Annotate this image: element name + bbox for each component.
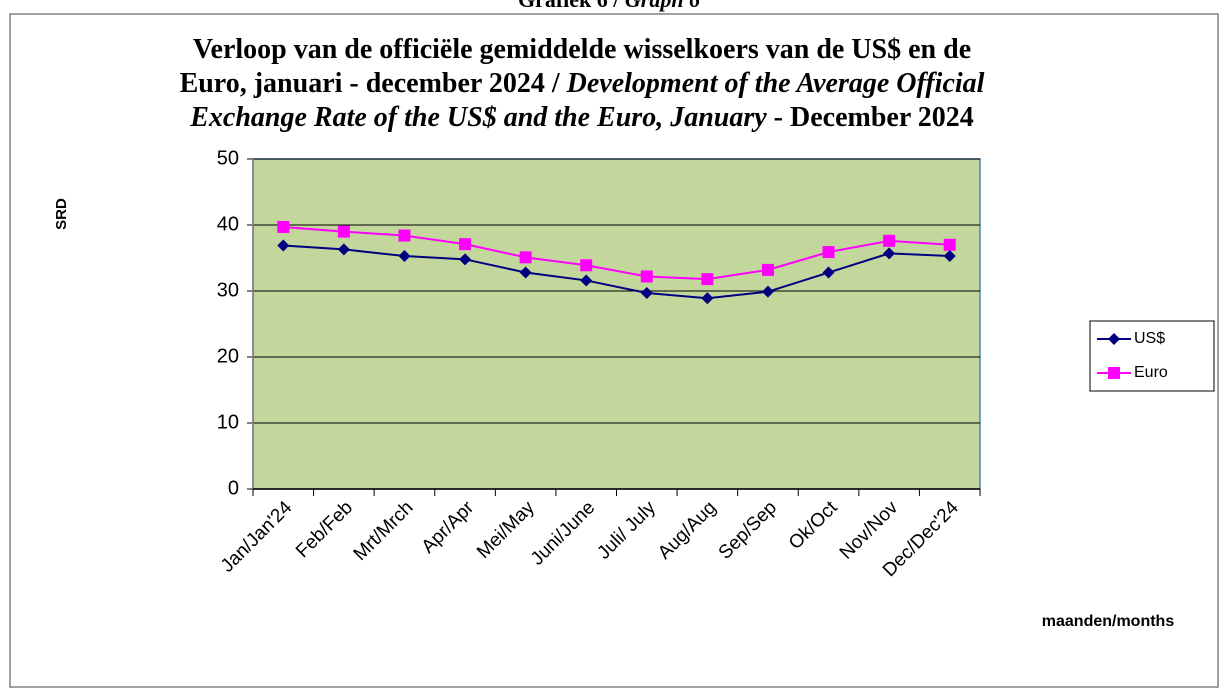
marker (883, 247, 896, 260)
marker (761, 285, 774, 298)
marker (943, 250, 956, 263)
marker (883, 234, 896, 247)
marker (822, 266, 835, 279)
supertitle: Grafiek 6 / Graph 6 (518, 0, 700, 12)
legend-label: Euro (1134, 364, 1168, 381)
marker (337, 243, 350, 256)
marker (701, 292, 714, 305)
plot-area (252, 158, 981, 490)
marker (580, 259, 593, 272)
title-part: Exchange Rate of the US$ and the Euro, J… (189, 102, 767, 133)
x-axis-label: maanden/months (1042, 613, 1175, 630)
supertitle-part: Grafiek 6 / (518, 0, 625, 12)
supertitle-part: Graph 6 (625, 0, 700, 12)
marker (1108, 333, 1120, 345)
title-part: Development of the Average Official (566, 68, 985, 99)
marker (519, 266, 532, 279)
marker (822, 246, 835, 259)
y-tick-label: 50 (217, 147, 239, 169)
marker (277, 220, 290, 233)
marker (519, 251, 532, 264)
title-part: Euro, januari - december 2024 / (180, 68, 567, 99)
marker (337, 225, 350, 238)
marker (1108, 367, 1120, 379)
marker (580, 274, 593, 287)
y-axis-label: SRD (53, 198, 70, 230)
y-tick-label: 10 (217, 411, 239, 433)
chart-title: Euro, januari - december 2024 / Developm… (180, 68, 985, 99)
marker (640, 270, 653, 283)
series-line (283, 225, 950, 281)
series-line (283, 244, 950, 300)
marker (398, 250, 411, 263)
title-part: Verloop van de officiële gemiddelde wiss… (193, 34, 971, 65)
legend-label: US$ (1134, 330, 1165, 347)
y-tick-label: 0 (228, 477, 239, 499)
marker (943, 238, 956, 251)
legend-box (1089, 320, 1215, 392)
chart-title: Exchange Rate of the US$ and the Euro, J… (189, 102, 974, 133)
marker (459, 238, 472, 251)
marker (701, 273, 714, 286)
y-tick-label: 40 (217, 213, 239, 235)
chart-title: Verloop van de officiële gemiddelde wiss… (193, 34, 971, 65)
marker (459, 253, 472, 266)
y-tick-label: 30 (217, 279, 239, 301)
marker (761, 263, 774, 276)
y-tick-label: 20 (217, 345, 239, 367)
marker (277, 239, 290, 252)
marker (398, 229, 411, 242)
title-part: - December 2024 (767, 102, 974, 133)
marker (640, 286, 653, 299)
